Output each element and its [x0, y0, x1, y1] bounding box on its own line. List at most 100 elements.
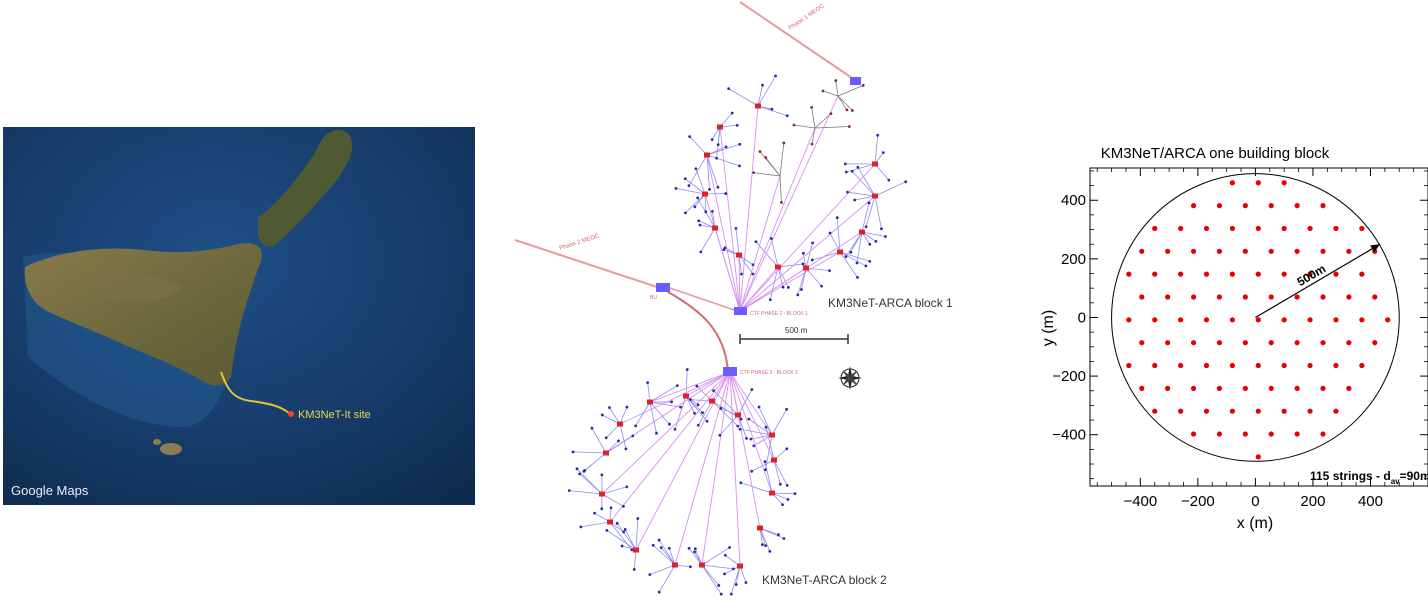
string-cable: [765, 435, 772, 470]
string-node: [738, 143, 741, 146]
string-cable: [772, 493, 795, 494]
string-marker: [1204, 363, 1209, 368]
junction-node: [712, 226, 718, 231]
string-cable: [846, 164, 875, 172]
string-node: [728, 546, 731, 549]
string-cable: [689, 548, 702, 565]
string-cable: [729, 89, 758, 106]
string-node: [600, 474, 603, 477]
string-marker: [1230, 226, 1235, 231]
string-node: [828, 269, 831, 272]
string-cable: [758, 106, 787, 116]
string-node: [759, 150, 762, 153]
compass-rose-icon: [838, 366, 862, 390]
string-node: [688, 135, 691, 138]
string-cable: [689, 155, 707, 186]
string-node: [568, 489, 571, 492]
string-node: [697, 403, 700, 406]
x-tick-label: −200: [1181, 493, 1215, 510]
string-marker: [1333, 272, 1338, 277]
string-marker: [1282, 317, 1287, 322]
string-node: [845, 255, 848, 258]
string-cable: [812, 128, 815, 144]
string-marker: [1178, 317, 1183, 322]
string-cable: [780, 176, 781, 202]
string-node: [630, 548, 633, 551]
string-cable: [736, 228, 739, 255]
string-node: [734, 227, 737, 230]
string-node: [675, 187, 678, 190]
string-cable: [812, 107, 815, 128]
string-cable: [866, 196, 875, 227]
string-marker: [1256, 317, 1261, 322]
string-marker: [1217, 249, 1222, 254]
scale-bar: 500 m: [740, 326, 848, 344]
string-node: [701, 411, 704, 414]
string-node: [740, 273, 743, 276]
junction-node: [717, 125, 723, 130]
string-node: [764, 156, 767, 159]
string-node: [600, 507, 603, 510]
string-marker: [1152, 272, 1157, 277]
string-node: [856, 262, 859, 265]
strings-annotation-tail: =90m: [1400, 469, 1428, 483]
string-marker: [1152, 409, 1157, 414]
x-tick-label: 200: [1300, 493, 1325, 510]
string-cable: [765, 462, 772, 493]
string-node: [764, 468, 767, 471]
string-marker: [1307, 317, 1312, 322]
junction-node: [617, 422, 623, 427]
string-node: [695, 385, 698, 388]
string-marker: [1204, 226, 1209, 231]
junction-node: [607, 520, 613, 525]
phase1-cable-label: Phase 1 MEOC: [788, 3, 826, 32]
string-cable: [855, 196, 875, 200]
string-marker: [1333, 409, 1338, 414]
string-cable: [573, 452, 606, 453]
string-cable: [794, 125, 815, 128]
string-node: [770, 237, 773, 240]
string-node: [699, 250, 702, 253]
string-node: [706, 420, 709, 423]
string-marker: [1165, 386, 1170, 391]
string-cable: [852, 171, 875, 196]
x-tick-label: 400: [1358, 493, 1383, 510]
string-node: [904, 180, 907, 183]
ctf-block1-box: [734, 307, 747, 315]
string-marker: [1217, 294, 1222, 299]
string-node: [601, 414, 604, 417]
string-cable: [754, 173, 780, 176]
string-node: [780, 201, 783, 204]
string-node: [739, 428, 742, 431]
string-node: [699, 224, 702, 227]
string-node: [868, 202, 871, 205]
string-cable: [741, 483, 772, 493]
string-cable: [702, 565, 719, 585]
string-marker: [1217, 203, 1222, 208]
string-node: [648, 573, 651, 576]
string-node: [686, 368, 689, 371]
string-node: [864, 265, 867, 268]
string-node: [679, 406, 682, 409]
junction-node: [769, 433, 775, 438]
feeder-cable: [636, 372, 730, 550]
string-marker: [1243, 431, 1248, 436]
feeder-cable: [715, 228, 740, 311]
site-label: KM3NeT-It site: [298, 409, 371, 421]
string-cable: [702, 565, 721, 594]
phase1-cable: [740, 2, 855, 80]
string-node: [725, 145, 728, 148]
string-marker: [1307, 363, 1312, 368]
string-cable: [838, 96, 852, 110]
string-node: [688, 547, 691, 550]
string-marker: [1204, 317, 1209, 322]
string-marker: [1295, 294, 1300, 299]
junction-node: [599, 492, 605, 497]
string-node: [794, 492, 797, 495]
string-node: [605, 529, 608, 532]
string-node: [625, 447, 628, 450]
scale-label: 500 m: [785, 326, 808, 335]
string-node: [724, 192, 727, 195]
string-marker: [1191, 249, 1196, 254]
